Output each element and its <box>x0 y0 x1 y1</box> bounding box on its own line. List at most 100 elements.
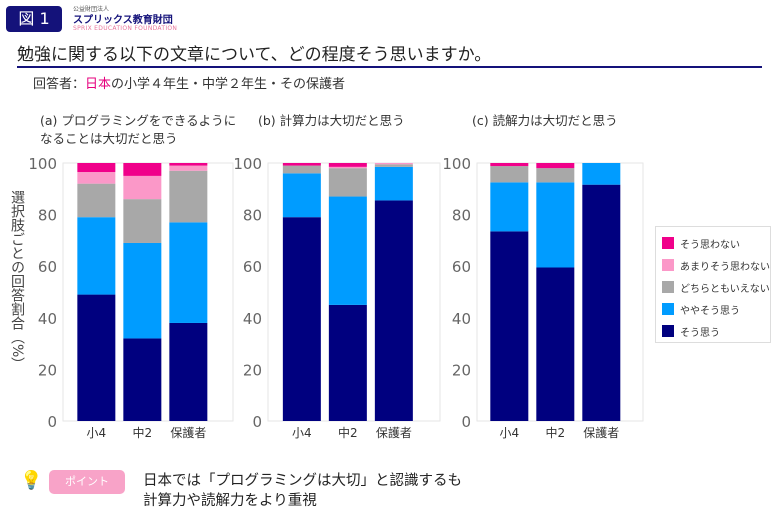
y-tick-label: 100 <box>442 155 471 173</box>
y-tick-label: 20 <box>38 361 57 379</box>
point-note-line2: 計算力や読解力をより重視 <box>143 493 317 509</box>
chart-a-title-line2: なることは大切だと思う <box>40 131 178 146</box>
legend-item: そう思わない <box>662 232 770 254</box>
bar-segment-小4-そう思う <box>282 217 321 421</box>
bar-segment-保護者-どちらともいえない <box>169 170 208 223</box>
bar-segment-中2-そう思う <box>123 338 162 421</box>
chart-a-title-line1: (a) プログラミングをできるように <box>40 113 237 128</box>
bar-segment-中2-そう思う <box>536 267 575 421</box>
chart-b-title: (b) 計算力は大切だと思う <box>258 113 405 128</box>
bar-segment-小4-ややそう思う <box>490 182 529 232</box>
logo: スプリックス教育財団 <box>73 15 173 26</box>
y-tick-label: 80 <box>38 207 57 225</box>
chart-c: 0 20 40 60 80 100 小4 中2 保護者 <box>442 155 644 440</box>
bar-segment-小4-どちらともいえない <box>77 183 116 218</box>
legend-label: そう思わない <box>680 239 740 251</box>
bar-segment-中2-どちらともいえない <box>536 168 575 183</box>
bar-segment-小4-そう思わない <box>490 163 529 167</box>
bar-segment-小4-あまりそう思わない <box>77 172 116 184</box>
y-tick-label: 100 <box>233 155 262 173</box>
bar-segment-小4-そう思わない <box>77 163 116 173</box>
logo-english: SPRIX EDUCATION FOUNDATION <box>73 25 178 32</box>
legend-item: ややそう思う <box>662 298 770 320</box>
y-tick-label: 60 <box>38 258 57 276</box>
x-tick-label: 中2 <box>545 425 565 440</box>
x-tick-label: 小4 <box>87 426 107 440</box>
legend-label: ややそう思う <box>680 305 740 317</box>
bar-segment-中2-あまりそう思わない <box>328 166 367 169</box>
bar-segment-中2-どちらともいえない <box>123 199 162 243</box>
bar-segment-小4-どちらともいえない <box>282 165 321 174</box>
point-badge: ポイント <box>49 470 125 494</box>
x-tick-label: 保護者 <box>376 425 412 440</box>
y-tick-label: 0 <box>252 413 262 431</box>
legend: そう思わないあまりそう思わない どちらともいえない ややそう思う そう思う <box>655 226 771 343</box>
respondents-country: 日本 <box>85 77 112 92</box>
y-tick-label: 20 <box>243 361 262 379</box>
legend-swatch <box>662 303 674 315</box>
bar-segment-小4-どちらともいえない <box>490 166 529 183</box>
bar-segment-小4-そう思わない <box>282 163 321 166</box>
x-tick-label: 小4 <box>292 426 312 440</box>
chart-a-title: (a) プログラミングをできるように なることは大切だと思う <box>40 112 236 148</box>
y-tick-label: 100 <box>28 155 57 173</box>
chart-b: 0 20 40 60 80 100 小4 中2 保護者 <box>233 155 441 440</box>
lightbulb-icon: 💡 <box>20 470 43 491</box>
bar-segment-保護者-ややそう思う <box>582 163 621 185</box>
y-tick-label: 0 <box>47 413 57 431</box>
y-tick-label: 40 <box>38 310 57 328</box>
bar-segment-保護者-そう思う <box>169 322 208 421</box>
y-tick-label: 20 <box>452 361 471 379</box>
legend-item: そう思う <box>662 320 770 342</box>
bar-segment-小4-ややそう思う <box>282 173 321 218</box>
bar-segment-中2-そう思わない <box>328 163 367 167</box>
bar-segment-小4-ややそう思う <box>77 217 116 295</box>
chart-a: 0 20 40 60 80 100 小4 中2 保護者 <box>28 155 234 440</box>
bar-segment-中2-そう思わない <box>123 163 162 176</box>
legend-swatch <box>662 325 674 337</box>
bar-segment-保護者-どちらともいえない <box>374 164 413 167</box>
x-tick-label: 小4 <box>499 426 519 440</box>
bar-segment-小4-そう思う <box>490 231 529 421</box>
bar-segment-保護者-そう思う <box>582 184 621 421</box>
chart-c-title: (c) 読解力は大切だと思う <box>472 113 618 128</box>
bar-segment-中2-そう思う <box>328 304 367 421</box>
bar-segment-中2-そう思わない <box>536 163 575 169</box>
bar-segment-小4-そう思う <box>77 294 116 421</box>
y-tick-label: 40 <box>243 310 262 328</box>
x-tick-label: 保護者 <box>170 425 206 440</box>
y-tick-label: 40 <box>452 310 471 328</box>
title-divider <box>17 66 762 68</box>
y-tick-label: 80 <box>243 207 262 225</box>
legend-swatch <box>662 237 674 249</box>
legend-swatch <box>662 259 674 271</box>
x-tick-label: 保護者 <box>583 425 619 440</box>
y-axis-label: 選択肢ごとの回答割合（%） <box>9 190 25 372</box>
bar-segment-保護者-ややそう思う <box>374 166 413 201</box>
y-tick-label: 60 <box>452 258 471 276</box>
figure-badge: 図 1 <box>6 6 62 32</box>
bar-segment-中2-あまりそう思わない <box>123 175 162 200</box>
logo-subtitle: 公益財団法人 <box>73 6 110 13</box>
y-tick-label: 60 <box>243 258 262 276</box>
bar-segment-保護者-あまりそう思わない <box>169 165 208 171</box>
bar-segment-中2-ややそう思う <box>536 182 575 268</box>
legend-item: あまりそう思わない <box>662 254 770 276</box>
bar-segment-保護者-ややそう思う <box>169 222 208 323</box>
x-tick-label: 中2 <box>338 425 358 440</box>
legend-label: あまりそう思わない <box>680 261 770 273</box>
bar-segment-保護者-そう思う <box>374 200 413 421</box>
legend-label: どちらともいえない <box>680 283 770 295</box>
bar-segment-中2-ややそう思う <box>328 196 367 305</box>
legend-swatch <box>662 281 674 293</box>
respondents-prefix: 回答者： <box>33 77 86 92</box>
point-note-line1: 日本では「プログラミングは大切」と認識するも <box>143 473 462 489</box>
point-note: 日本では「プログラミングは大切」と認識するも 計算力や読解力をより重視 <box>143 471 462 511</box>
x-tick-label: 中2 <box>133 425 153 440</box>
page-title: 勉強に関する以下の文章について、どの程度そう思いますか。 <box>17 45 492 65</box>
bar-segment-中2-どちらともいえない <box>328 168 367 197</box>
legend-label: そう思う <box>680 327 720 339</box>
legend-item: どちらともいえない <box>662 276 770 298</box>
respondents-rest: の小学４年生・中学２年生・その保護者 <box>111 77 346 92</box>
